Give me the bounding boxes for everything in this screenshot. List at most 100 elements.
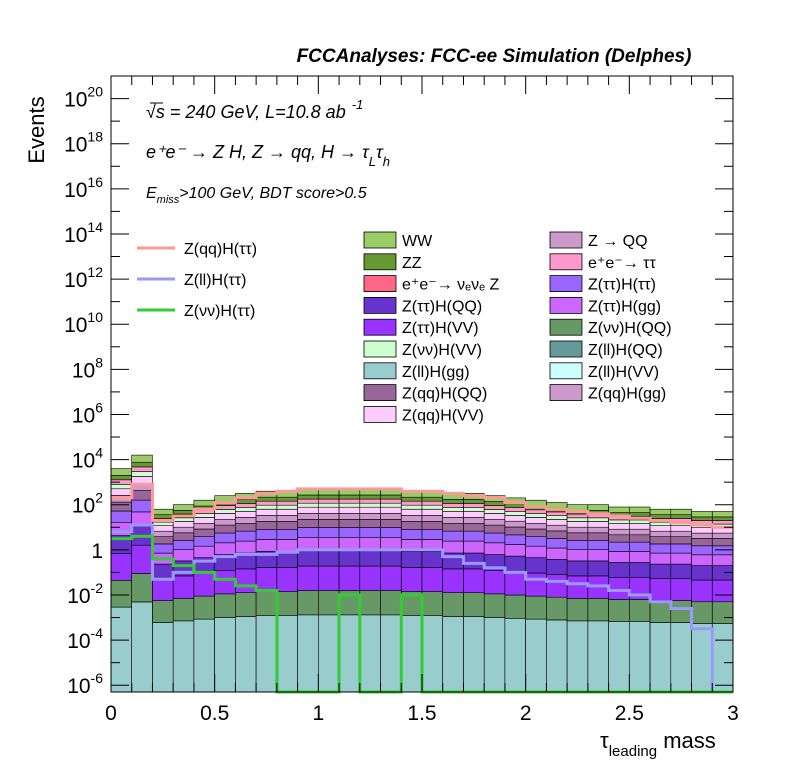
- histogram-bar: [463, 503, 485, 508]
- legend-box-swatch: [549, 296, 583, 314]
- legend-box-label: WW: [402, 233, 433, 250]
- histogram-bar: [214, 495, 236, 502]
- histogram-bar: [359, 519, 381, 528]
- histogram-bar: [214, 505, 236, 510]
- legend-box-label: Z(νν)H(QQ): [588, 320, 672, 337]
- histogram-bar: [110, 474, 133, 481]
- histogram-bar: [317, 512, 340, 520]
- histogram-bar: [297, 549, 319, 567]
- histogram-bar: [276, 514, 298, 522]
- histogram-bar: [400, 528, 423, 540]
- histogram-bar: [152, 530, 174, 538]
- histogram-bar: [670, 622, 692, 693]
- histogram-bar: [338, 614, 361, 693]
- histogram-bar: [193, 528, 215, 537]
- histogram-bar: [587, 560, 609, 577]
- histogram-bar: [235, 503, 257, 508]
- histogram-bar: [442, 506, 464, 512]
- x-tick-label: 0.5: [200, 702, 229, 725]
- histogram-bar: [525, 545, 547, 559]
- histogram-bar: [235, 540, 257, 554]
- histogram-bar: [566, 598, 589, 622]
- histogram-bar: [525, 513, 547, 518]
- histogram-bar: [131, 454, 153, 463]
- histogram-bar: [628, 534, 651, 543]
- histogram-bar: [338, 498, 361, 504]
- histogram-bar: [338, 527, 361, 538]
- legend-box-swatch: [363, 384, 397, 402]
- histogram-bar: [504, 534, 526, 545]
- histogram-bar: [400, 508, 423, 516]
- histogram-bar: [691, 527, 713, 534]
- x-axis-label: τleading mass: [600, 728, 716, 760]
- histogram-bar: [276, 496, 298, 502]
- histogram-bar: [463, 516, 485, 524]
- histogram-bar: [649, 543, 672, 554]
- histogram-bar: [214, 509, 236, 514]
- histogram-bar: [297, 614, 319, 693]
- histogram-bar: [214, 518, 236, 526]
- histogram-bar: [193, 499, 215, 507]
- histogram-bar: [193, 545, 215, 559]
- histogram-bar: [649, 563, 672, 579]
- histogram-bar: [131, 466, 153, 472]
- histogram-bar: [566, 532, 589, 541]
- histogram-bar: [483, 569, 506, 595]
- histogram-bar: [421, 551, 444, 568]
- y-tick-label: 108: [72, 354, 103, 382]
- histogram-bar: [691, 554, 713, 566]
- legend-box-swatch: [549, 231, 583, 249]
- histogram-bar: [525, 528, 547, 537]
- y-tick-label: 1020: [64, 84, 103, 112]
- legend-box-label: Z(ττ)H(ττ): [588, 277, 656, 294]
- histogram-bar: [172, 517, 195, 522]
- histogram-bar: [504, 526, 526, 536]
- histogram-bar: [483, 593, 506, 618]
- legend-line-label: Z(qq)H(ττ): [184, 241, 257, 258]
- histogram-bar: [608, 599, 630, 623]
- histogram-bar: [587, 598, 609, 622]
- histogram-bar: [255, 567, 278, 592]
- legend-box-swatch: [549, 362, 583, 380]
- histogram-bar: [628, 541, 651, 552]
- y-tick-label: 10-4: [67, 625, 103, 653]
- histogram-bar: [525, 499, 547, 507]
- histogram-bar: [566, 526, 589, 534]
- histogram-bar: [110, 468, 133, 476]
- histogram-bar: [110, 488, 133, 496]
- histogram-bar: [193, 536, 215, 547]
- histogram-bar: [276, 504, 298, 510]
- histogram-bar: [649, 525, 672, 532]
- histogram-bar: [235, 516, 257, 524]
- histogram-bar: [463, 530, 485, 542]
- histogram-bar: [587, 526, 609, 534]
- histogram-bar: [649, 536, 672, 545]
- histogram-bar: [255, 514, 278, 522]
- histogram-bar: [297, 512, 319, 520]
- histogram-bar: [276, 567, 298, 592]
- histogram-bar: [587, 521, 609, 528]
- annotation-energy-lumi: √s = 240 GeV, L=10.8 ab -1: [146, 97, 363, 122]
- histogram-bar: [297, 502, 319, 508]
- legend-box-label: Z(ll)H(gg): [402, 364, 470, 381]
- annotation-block: √s = 240 GeV, L=10.8 ab -1 e⁺e⁻ → Z H, Z …: [146, 97, 390, 206]
- histogram-bar: [504, 571, 526, 596]
- histogram-bar: [504, 555, 526, 573]
- histogram-bar: [504, 515, 526, 522]
- histogram-bar: [463, 540, 485, 554]
- histogram-bar: [546, 547, 568, 560]
- legend-box-label: Z(qq)H(gg): [588, 386, 666, 403]
- histogram-bar: [587, 539, 609, 550]
- histogram-bar: [359, 537, 381, 551]
- histogram-bar: [691, 516, 713, 521]
- legend-box-swatch: [363, 275, 397, 293]
- histogram-bar: [525, 557, 547, 574]
- histogram-bar: [297, 565, 319, 591]
- legend-box-label: ZZ: [402, 255, 422, 272]
- histogram-bar: [608, 621, 630, 693]
- y-tick-label: 10-6: [67, 670, 103, 698]
- histogram-bar: [421, 508, 444, 516]
- histogram-bar: [359, 549, 381, 567]
- legend-line-label: Z(ll)H(ττ): [184, 272, 246, 289]
